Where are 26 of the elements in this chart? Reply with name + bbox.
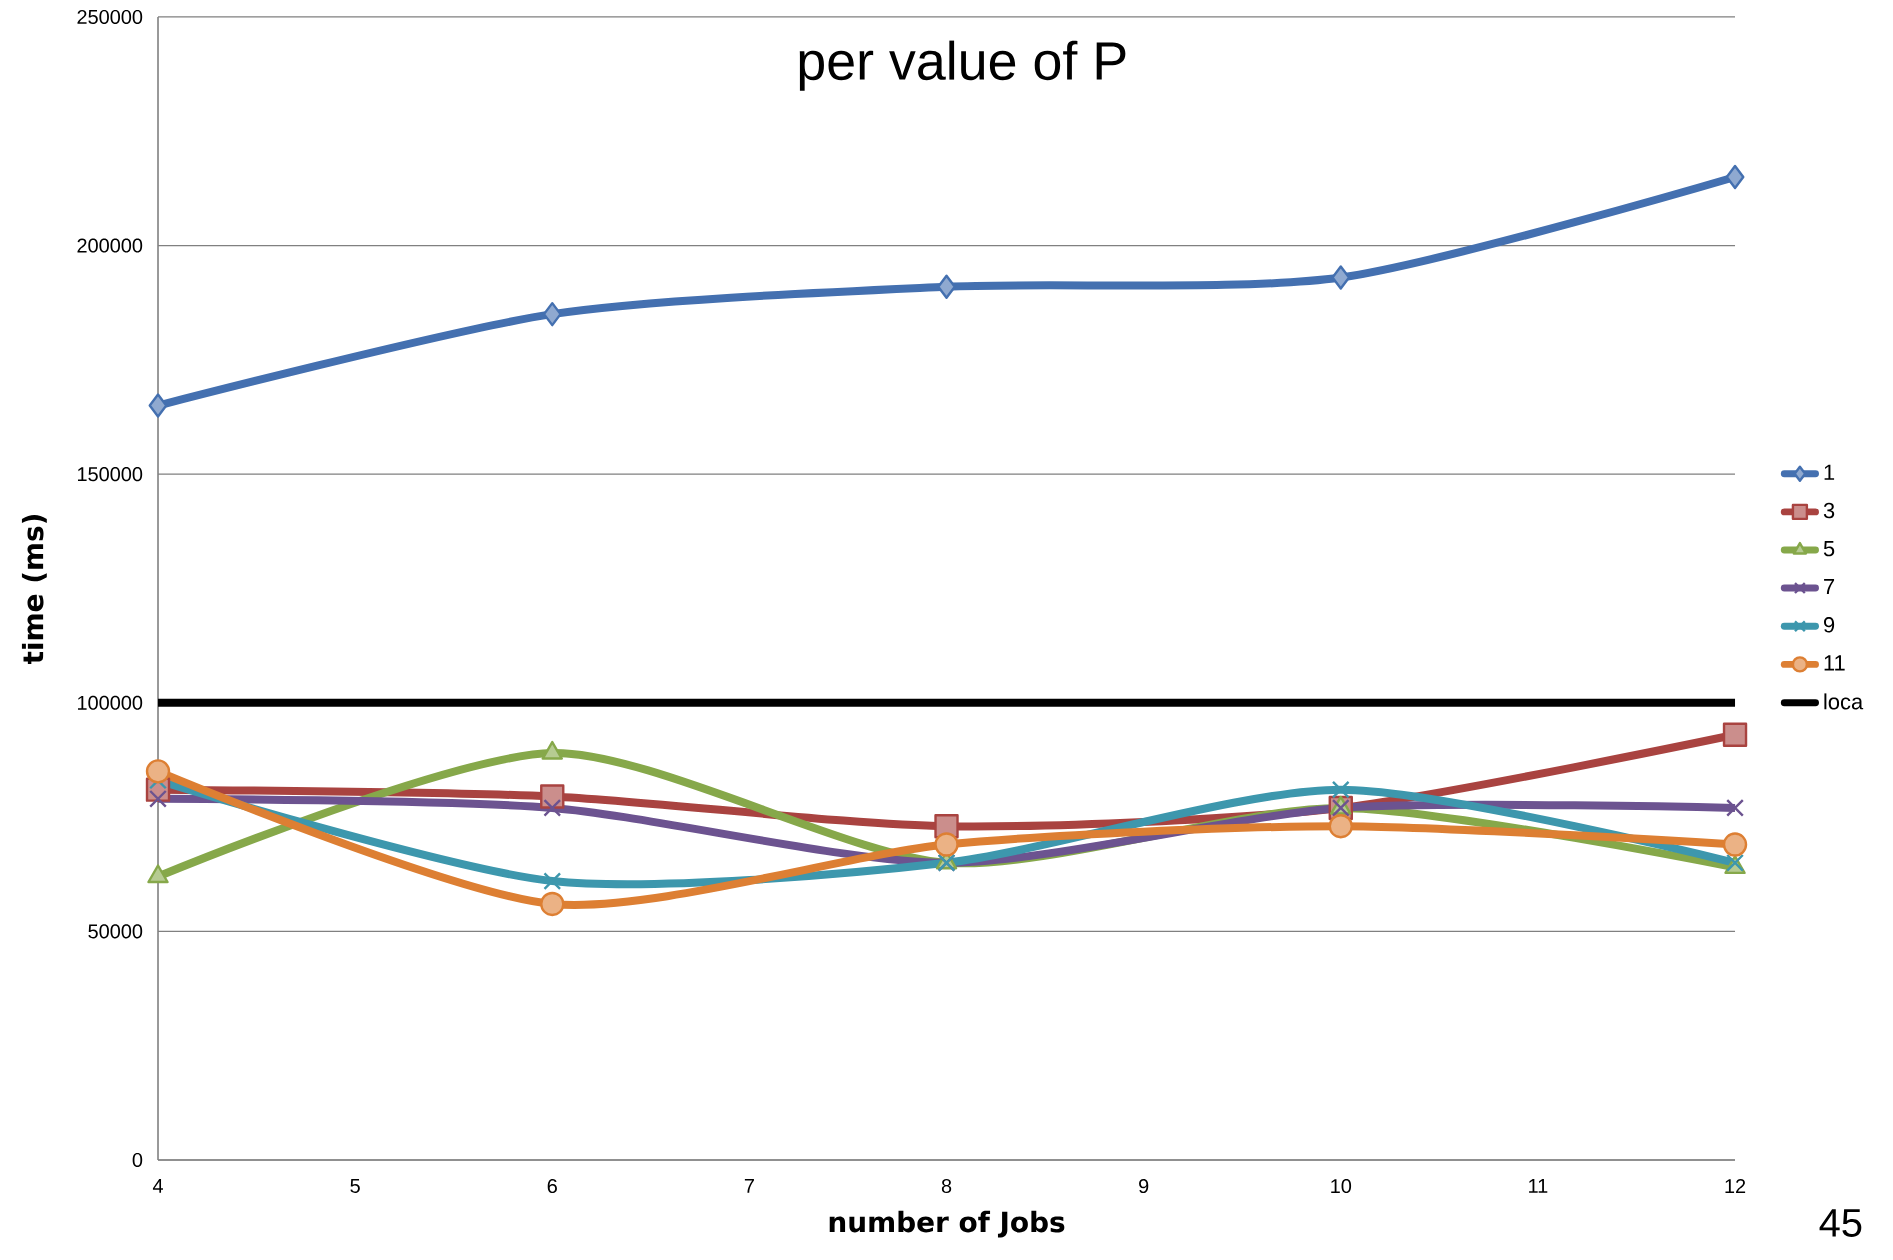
legend-label: 7 — [1824, 579, 1835, 595]
y-tick-label: 100000 — [78, 695, 143, 710]
x-tick-label: 7 — [744, 1179, 754, 1193]
legend-label: loca — [1824, 693, 1864, 710]
y-tick-label: 200000 — [77, 238, 143, 253]
legend-label: 5 — [1823, 541, 1835, 557]
y-tick-label: 0 — [132, 1152, 143, 1168]
y-tick-label: 50000 — [88, 924, 143, 939]
x-tick-label: 5 — [350, 1179, 360, 1193]
legend-label: 11 — [1824, 655, 1845, 671]
y-axis-title: time (ms) — [21, 515, 47, 664]
x-tick-label: 10 — [1331, 1179, 1352, 1194]
x-tick-label: 9 — [1139, 1179, 1149, 1194]
x-tick-label: 8 — [941, 1179, 952, 1194]
x-tick-label: 4 — [152, 1179, 163, 1193]
text: 45 — [1819, 1209, 1862, 1237]
y-tick-label: 150000 — [78, 467, 143, 482]
x-tick-label: 11 — [1529, 1179, 1548, 1193]
legend-label: 3 — [1823, 502, 1835, 519]
x-tick-label: 12 — [1725, 1179, 1746, 1193]
y-tick-label: 250000 — [77, 9, 143, 25]
x-tick-label: 6 — [547, 1179, 557, 1194]
legend-label: 9 — [1823, 617, 1835, 633]
legend-label: 1 — [1824, 464, 1835, 480]
x-axis-title: number of Jobs — [829, 1210, 1065, 1238]
chart-title: per value of P — [799, 40, 1126, 91]
